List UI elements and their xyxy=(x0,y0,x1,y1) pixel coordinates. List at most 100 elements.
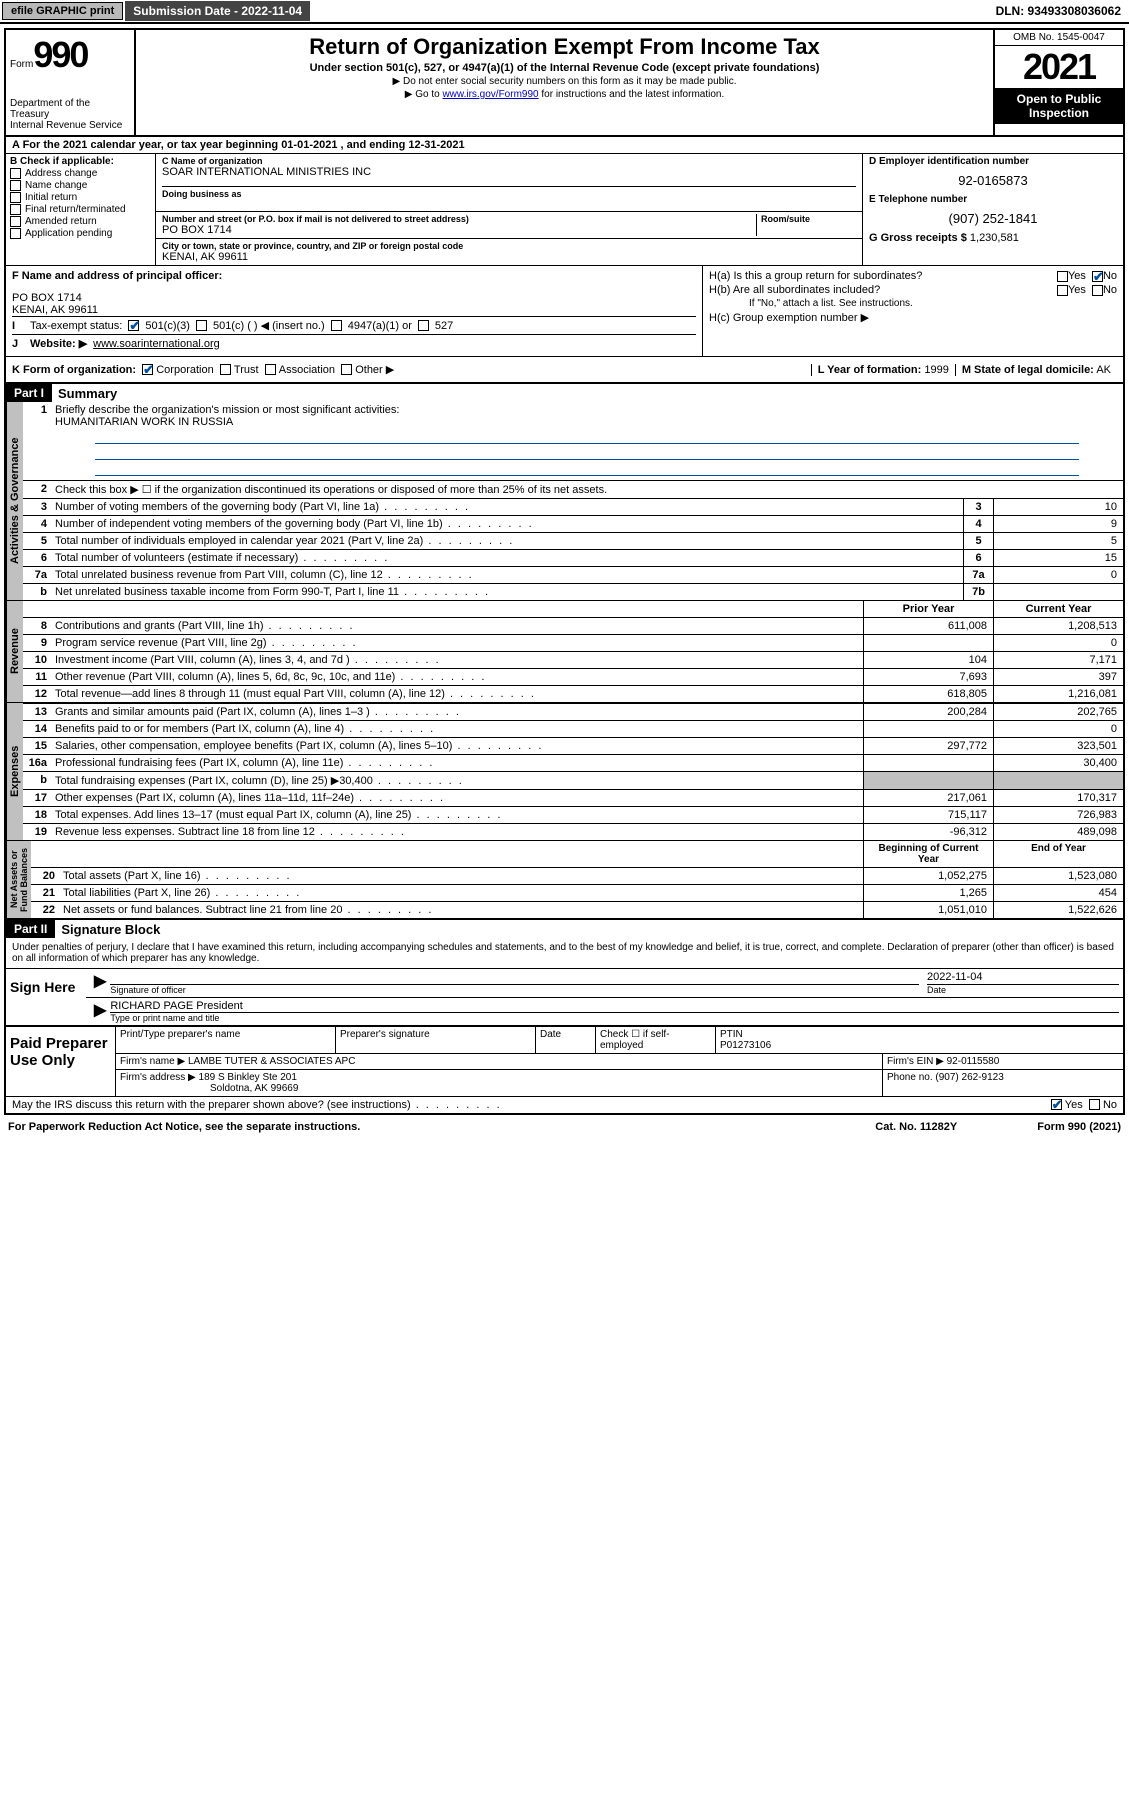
org-name: SOAR INTERNATIONAL MINISTRIES INC xyxy=(162,166,856,178)
column-f: F Name and address of principal officer:… xyxy=(6,266,703,356)
checkbox-icon[interactable] xyxy=(10,216,21,227)
prior-val: 1,052,275 xyxy=(863,868,993,884)
summary-line-14: 14Benefits paid to or for members (Part … xyxy=(23,720,1123,737)
dba-label: Doing business as xyxy=(162,186,856,199)
discuss-no[interactable] xyxy=(1089,1099,1100,1110)
prep-sig-label: Preparer's signature xyxy=(336,1027,536,1053)
hb-note: If "No," attach a list. See instructions… xyxy=(709,298,1117,309)
addr-value: PO BOX 1714 xyxy=(162,224,756,236)
checkbox-amended-return[interactable]: Amended return xyxy=(10,216,151,227)
opt-other: Other ▶ xyxy=(355,363,394,376)
checkbox-icon[interactable] xyxy=(10,168,21,179)
sig-name-label: Type or print name and title xyxy=(110,1013,1119,1023)
submission-date: Submission Date - 2022-11-04 xyxy=(125,1,310,21)
line-text: Net unrelated business taxable income fr… xyxy=(51,584,963,600)
line-num: 21 xyxy=(31,885,59,901)
line-text: Total number of individuals employed in … xyxy=(51,533,963,549)
summary-line-b: bNet unrelated business taxable income f… xyxy=(23,583,1123,600)
col-begin: Beginning of Current Year xyxy=(863,841,993,867)
prior-val: 104 xyxy=(863,652,993,668)
line-text: Revenue less expenses. Subtract line 18 … xyxy=(51,824,863,840)
prep-name-label: Print/Type preparer's name xyxy=(116,1027,336,1053)
summary-line-16a: 16aProfessional fundraising fees (Part I… xyxy=(23,754,1123,771)
hb-yes[interactable] xyxy=(1057,285,1068,296)
summary-line-18: 18Total expenses. Add lines 13–17 (must … xyxy=(23,806,1123,823)
checkbox-icon[interactable] xyxy=(10,228,21,239)
checkbox-final-return-terminated[interactable]: Final return/terminated xyxy=(10,204,151,215)
checkbox-name-change[interactable]: Name change xyxy=(10,180,151,191)
summary-line-22: 22Net assets or fund balances. Subtract … xyxy=(31,901,1123,918)
no-label: No xyxy=(1103,270,1117,282)
j-marker: J xyxy=(12,338,24,350)
penalty-text: Under penalties of perjury, I declare th… xyxy=(6,938,1123,968)
mission-value: HUMANITARIAN WORK IN RUSSIA xyxy=(55,416,233,428)
sig-date-val: 2022-11-04 xyxy=(927,971,1119,985)
prior-val: 715,117 xyxy=(863,807,993,823)
f-line2: KENAI, AK 99611 xyxy=(12,304,696,316)
line-text: Number of independent voting members of … xyxy=(51,516,963,532)
checkbox-application-pending[interactable]: Application pending xyxy=(10,228,151,239)
cat-no: Cat. No. 11282Y xyxy=(875,1121,957,1133)
line-num: 17 xyxy=(23,790,51,806)
i-label: Tax-exempt status: xyxy=(30,320,122,332)
curr-val: 454 xyxy=(993,885,1123,901)
prep-check: Check ☐ if self-employed xyxy=(596,1027,716,1053)
checkbox-initial-return[interactable]: Initial return xyxy=(10,192,151,203)
i-marker: I xyxy=(12,320,24,332)
section-fgh: F Name and address of principal officer:… xyxy=(6,266,1123,357)
hb-row: H(b) Are all subordinates included? Yes … xyxy=(709,284,1117,296)
line-text: Contributions and grants (Part VIII, lin… xyxy=(51,618,863,634)
cb-4947[interactable] xyxy=(331,320,342,331)
hb-no[interactable] xyxy=(1092,285,1103,296)
curr-val: 1,208,513 xyxy=(993,618,1123,634)
line-num: 20 xyxy=(31,868,59,884)
form-990: Form990 Department of the Treasury Inter… xyxy=(4,28,1125,1115)
m-value: AK xyxy=(1096,364,1111,376)
f-line1: PO BOX 1714 xyxy=(12,292,696,304)
j-label: Website: ▶ xyxy=(30,337,87,350)
line-text: Salaries, other compensation, employee b… xyxy=(51,738,863,754)
firm-ein-row: Firm's EIN ▶ 92-0115580 xyxy=(883,1054,1123,1069)
line-val: 0 xyxy=(993,567,1123,583)
cb-assoc[interactable] xyxy=(265,364,276,375)
checkbox-icon[interactable] xyxy=(10,204,21,215)
website-link[interactable]: www.soarinternational.org xyxy=(93,338,220,350)
discuss-text: May the IRS discuss this return with the… xyxy=(12,1099,1051,1111)
ha-yes[interactable] xyxy=(1057,271,1068,282)
line-num: 4 xyxy=(23,516,51,532)
line-box: 6 xyxy=(963,550,993,566)
cb-corp[interactable] xyxy=(142,364,153,375)
opt-501c: 501(c) ( ) ◀ (insert no.) xyxy=(213,319,325,332)
section-bcd: B Check if applicable: Address changeNam… xyxy=(6,154,1123,266)
irs-link[interactable]: www.irs.gov/Form990 xyxy=(442,89,538,100)
line-num: 15 xyxy=(23,738,51,754)
form-footer: Form 990 (2021) xyxy=(1037,1121,1121,1133)
ha-no[interactable] xyxy=(1092,271,1103,282)
discuss-yes[interactable] xyxy=(1051,1099,1062,1110)
checkbox-icon[interactable] xyxy=(10,180,21,191)
sign-here-label: Sign Here xyxy=(6,969,86,1025)
column-d: D Employer identification number 92-0165… xyxy=(863,154,1123,265)
curr-val: 1,216,081 xyxy=(993,686,1123,702)
curr-val: 397 xyxy=(993,669,1123,685)
cb-other[interactable] xyxy=(341,364,352,375)
row-j: J Website: ▶ www.soarinternational.org xyxy=(12,334,696,352)
curr-val: 0 xyxy=(993,721,1123,737)
col-current: Current Year xyxy=(993,601,1123,617)
checkbox-icon[interactable] xyxy=(10,192,21,203)
gross-label: G Gross receipts $ xyxy=(869,232,967,244)
efile-button[interactable]: efile GRAPHIC print xyxy=(2,2,123,20)
cb-501c3[interactable] xyxy=(128,320,139,331)
hdr-num xyxy=(23,601,51,617)
prior-val: 1,265 xyxy=(863,885,993,901)
city-value: KENAI, AK 99611 xyxy=(162,251,856,263)
checkbox-address-change[interactable]: Address change xyxy=(10,168,151,179)
summary-governance: Activities & Governance 1 Briefly descri… xyxy=(6,402,1123,600)
arrow-icon: ▶ xyxy=(90,971,110,995)
cb-501c[interactable] xyxy=(196,320,207,331)
cb-527[interactable] xyxy=(418,320,429,331)
line-text: Number of voting members of the governin… xyxy=(51,499,963,515)
cb-trust[interactable] xyxy=(220,364,231,375)
checkbox-label: Name change xyxy=(25,180,87,191)
opt-assoc: Association xyxy=(279,364,335,376)
